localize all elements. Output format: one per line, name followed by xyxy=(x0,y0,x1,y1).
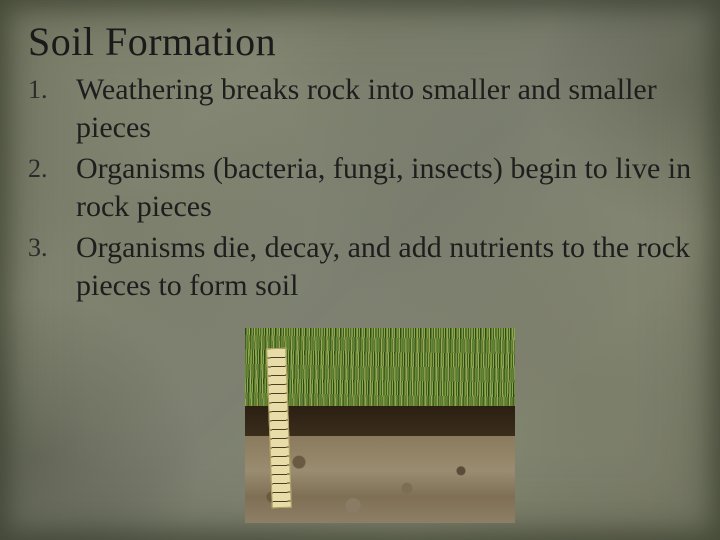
formation-steps-list: 1. Weathering breaks rock into smaller a… xyxy=(28,71,692,305)
list-item: 1. Weathering breaks rock into smaller a… xyxy=(28,71,692,148)
list-number: 1. xyxy=(28,71,76,105)
list-number: 2. xyxy=(28,150,76,184)
list-number: 3. xyxy=(28,229,76,263)
list-item: 2. Organisms (bacteria, fungi, insects) … xyxy=(28,150,692,227)
slide-title: Soil Formation xyxy=(28,18,692,65)
list-text: Organisms (bacteria, fungi, insects) beg… xyxy=(76,150,692,227)
list-item: 3. Organisms die, decay, and add nutrien… xyxy=(28,229,692,306)
slide-background: Soil Formation 1. Weathering breaks rock… xyxy=(0,0,720,540)
soil-profile-photo xyxy=(245,328,515,523)
list-text: Organisms die, decay, and add nutrients … xyxy=(76,229,692,306)
list-text: Weathering breaks rock into smaller and … xyxy=(76,71,692,148)
